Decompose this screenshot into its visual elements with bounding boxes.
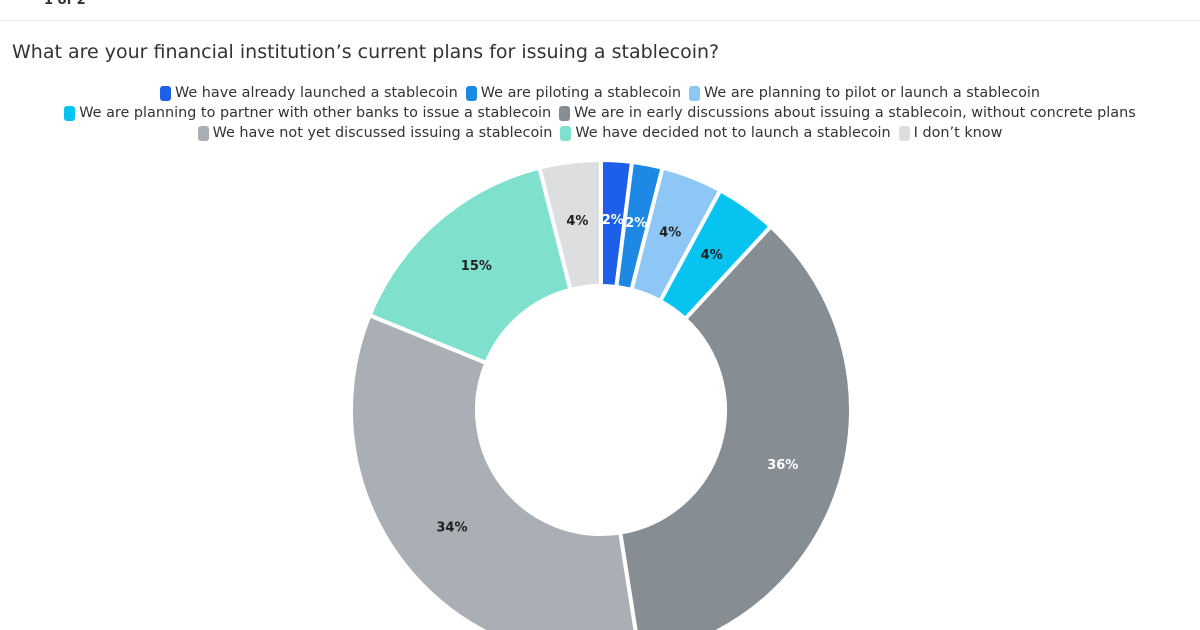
legend-swatch xyxy=(197,125,209,141)
donut-slice[interactable] xyxy=(367,165,573,366)
slice-data-label: 4% xyxy=(659,226,681,241)
chart-legend: We have already launched a stablecoin We… xyxy=(0,83,1200,143)
legend-swatch xyxy=(898,125,910,141)
slice-data-label: 4% xyxy=(566,214,588,229)
legend-label: We are in early discussions about issuin… xyxy=(574,105,1136,121)
legend-swatch xyxy=(64,105,76,121)
legend-swatch xyxy=(560,125,572,141)
legend-row: We have not yet discussed issuing a stab… xyxy=(0,123,1200,143)
legend-label: We have already launched a stablecoin xyxy=(174,85,458,101)
legend-item-partner-banks[interactable]: We are planning to partner with other ba… xyxy=(64,103,551,123)
legend-item-already-launched[interactable]: We have already launched a stablecoin xyxy=(159,83,458,103)
slice-data-label: 34% xyxy=(436,520,467,535)
donut-slice[interactable] xyxy=(349,312,640,630)
chart-title: What are your financial institution’s cu… xyxy=(12,41,720,63)
legend-swatch xyxy=(559,105,571,121)
legend-item-piloting[interactable]: We are piloting a stablecoin xyxy=(465,83,682,103)
legend-item-decided-not[interactable]: We have decided not to launch a stableco… xyxy=(560,123,891,143)
slice-data-label: 2% xyxy=(625,216,647,231)
legend-item-not-discussed[interactable]: We have not yet discussed issuing a stab… xyxy=(197,123,553,143)
legend-label: We have not yet discussed issuing a stab… xyxy=(212,125,553,141)
legend-swatch xyxy=(465,85,477,101)
legend-row: We have already launched a stablecoin We… xyxy=(0,83,1200,103)
legend-item-early-discussions[interactable]: We are in early discussions about issuin… xyxy=(559,103,1136,123)
top-bar: 1 of 2 xyxy=(0,0,1200,21)
legend-swatch xyxy=(689,85,701,101)
legend-swatch xyxy=(159,85,171,101)
slice-data-label: 36% xyxy=(767,458,798,473)
legend-label: We are piloting a stablecoin xyxy=(480,85,682,101)
page-indicator: 1 of 2 xyxy=(44,0,86,8)
donut-slice[interactable] xyxy=(617,223,853,630)
legend-label: I don’t know xyxy=(913,125,1003,141)
legend-item-planning-pilot[interactable]: We are planning to pilot or launch a sta… xyxy=(689,83,1040,103)
legend-label: We have decided not to launch a stableco… xyxy=(575,125,891,141)
slice-data-label: 2% xyxy=(602,213,624,228)
donut-slice[interactable] xyxy=(536,157,603,293)
legend-row: We are planning to partner with other ba… xyxy=(0,103,1200,123)
legend-item-dont-know[interactable]: I don’t know xyxy=(898,123,1003,143)
legend-label: We are planning to partner with other ba… xyxy=(79,105,552,121)
slice-data-label: 4% xyxy=(701,248,723,263)
legend-label: We are planning to pilot or launch a sta… xyxy=(704,85,1041,101)
slice-data-label: 15% xyxy=(461,259,492,274)
